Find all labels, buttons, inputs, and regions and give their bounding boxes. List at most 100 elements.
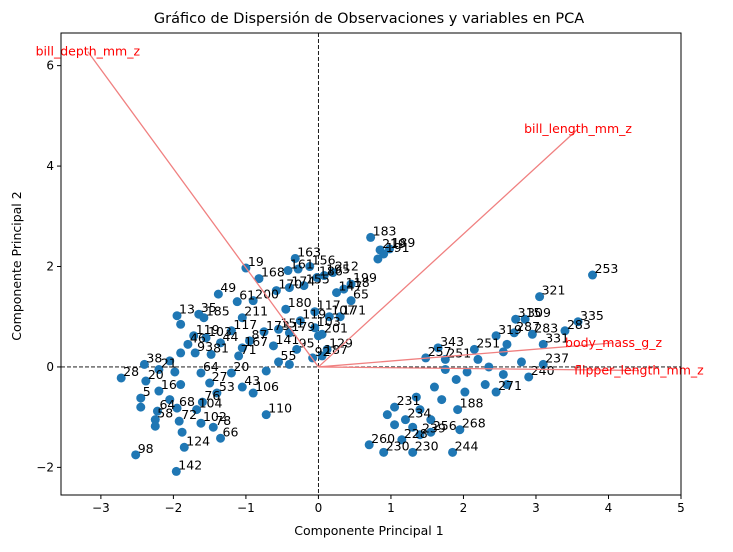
- data-point: [281, 304, 291, 314]
- data-point: [197, 397, 207, 407]
- data-point: [429, 382, 439, 392]
- data-point: [473, 354, 483, 364]
- point-label: 13: [179, 302, 195, 317]
- data-point: [310, 323, 320, 333]
- data-point: [299, 281, 309, 291]
- point-label: 315: [518, 305, 542, 320]
- x-tick-label: 4: [605, 501, 613, 515]
- data-point: [199, 313, 209, 323]
- data-point: [176, 348, 186, 358]
- data-point: [524, 372, 534, 382]
- data-point: [254, 274, 264, 284]
- data-point: [292, 344, 302, 354]
- point-label: 331: [545, 330, 569, 345]
- data-point: [415, 430, 425, 440]
- y-tick-label: 4: [46, 159, 54, 173]
- data-point: [366, 232, 376, 242]
- data-point: [283, 266, 293, 276]
- point-label: 66: [223, 424, 239, 439]
- point-label: 186: [319, 264, 343, 279]
- y-tick-label: 0: [46, 360, 54, 374]
- point-label: 38: [146, 350, 162, 365]
- x-tick-label: 0: [315, 501, 323, 515]
- point-label: 20: [233, 359, 249, 374]
- data-point: [509, 328, 519, 338]
- data-point: [189, 331, 199, 341]
- point-label: 95: [299, 335, 315, 350]
- point-label: 240: [531, 363, 555, 378]
- x-tick-label: −1: [237, 501, 255, 515]
- data-point: [535, 292, 545, 302]
- data-point: [232, 297, 242, 307]
- point-label: 103: [317, 314, 341, 329]
- data-point: [165, 356, 175, 366]
- data-point: [491, 331, 501, 341]
- point-label: 239: [422, 421, 446, 436]
- data-point: [373, 254, 383, 264]
- data-point: [116, 373, 126, 383]
- data-point: [305, 262, 315, 272]
- data-point: [560, 326, 570, 336]
- data-point: [346, 296, 356, 306]
- x-tick-label: 1: [387, 501, 395, 515]
- point-label: 253: [595, 261, 619, 276]
- point-label: 343: [440, 334, 464, 349]
- point-label: 183: [373, 223, 397, 238]
- data-point: [319, 271, 329, 281]
- point-label: 199: [353, 270, 377, 285]
- data-point: [226, 368, 236, 378]
- data-point: [176, 380, 186, 390]
- point-label: 170: [278, 277, 302, 292]
- x-tick-label: −3: [92, 501, 110, 515]
- point-label: 230: [415, 438, 439, 453]
- data-point: [205, 378, 215, 388]
- data-point: [293, 264, 303, 274]
- point-label: 110: [268, 401, 292, 416]
- data-point: [284, 359, 294, 369]
- point-label: 141: [275, 332, 299, 347]
- data-point: [484, 362, 494, 372]
- point-label: 195: [326, 262, 350, 277]
- point-label: 98: [138, 441, 154, 456]
- data-point: [234, 351, 244, 361]
- data-point: [274, 324, 284, 334]
- point-label: 231: [397, 393, 421, 408]
- point-label: 76: [204, 388, 220, 403]
- point-label: 27: [212, 369, 228, 384]
- point-label: 168: [261, 265, 285, 280]
- point-label: 107: [331, 303, 355, 318]
- data-point: [328, 268, 338, 278]
- data-point: [379, 447, 389, 457]
- point-label: 167: [244, 334, 268, 349]
- data-point: [502, 339, 512, 349]
- data-point: [213, 289, 223, 299]
- point-label: 21: [161, 355, 177, 370]
- data-point: [216, 338, 226, 348]
- data-point: [196, 368, 206, 378]
- data-point: [179, 442, 189, 452]
- data-point: [317, 329, 327, 339]
- point-label: 189: [391, 235, 415, 250]
- data-point: [400, 415, 410, 425]
- point-label: 44: [223, 329, 239, 344]
- data-point: [170, 367, 180, 377]
- point-label: 119: [302, 307, 326, 322]
- loading-label: body_mass_g_z: [565, 335, 662, 350]
- data-point: [259, 327, 269, 337]
- data-point: [290, 253, 300, 263]
- point-label: 46: [190, 330, 206, 345]
- data-point: [346, 279, 356, 289]
- data-point: [426, 415, 436, 425]
- point-label: 230: [386, 438, 410, 453]
- data-point: [176, 319, 186, 329]
- point-label: 19: [248, 254, 264, 269]
- x-tick-label: 3: [532, 501, 540, 515]
- point-label: 87: [252, 327, 268, 342]
- data-point: [154, 364, 164, 374]
- point-label: 117: [317, 298, 341, 313]
- data-point: [183, 339, 193, 349]
- data-point: [152, 406, 162, 416]
- data-point: [190, 348, 200, 358]
